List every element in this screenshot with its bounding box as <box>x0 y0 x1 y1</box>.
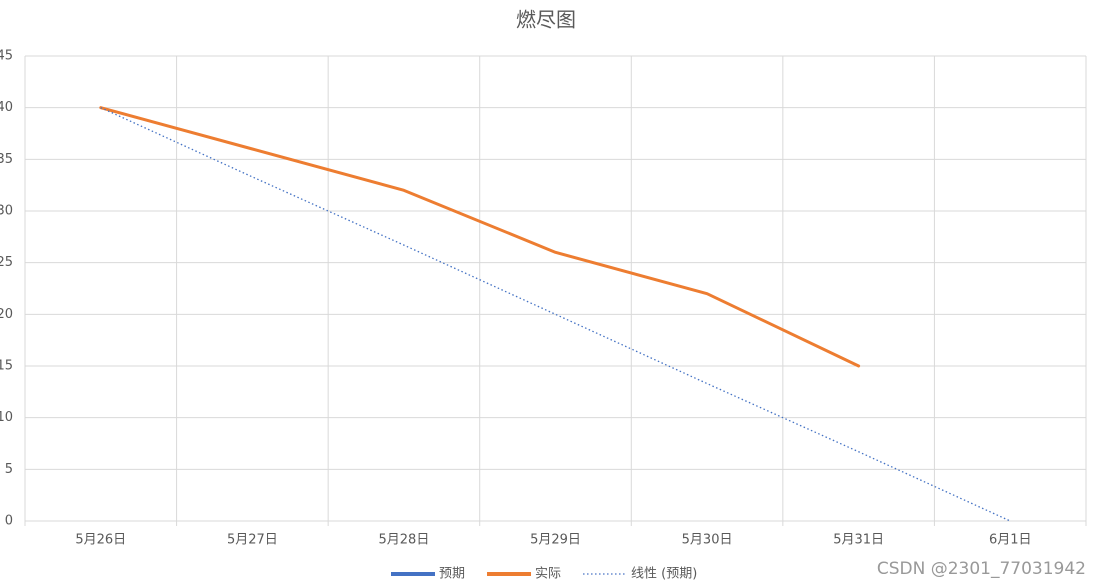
chart-title: 燃尽图 <box>516 8 576 32</box>
x-tick-label: 5月28日 <box>379 533 430 548</box>
y-tick-label: 45 <box>0 49 13 64</box>
y-tick-label: 10 <box>0 410 13 425</box>
series-line <box>100 107 1011 522</box>
y-tick-label: 40 <box>0 100 13 115</box>
x-tick-label: 5月30日 <box>682 533 733 548</box>
legend-label: 实际 <box>535 567 561 582</box>
legend-label: 预期 <box>439 567 465 582</box>
legend-label: 线性 (预期) <box>631 567 697 582</box>
y-tick-label: 15 <box>0 359 13 374</box>
x-tick-label: 6月1日 <box>989 533 1032 548</box>
x-tick-label: 5月29日 <box>530 533 581 548</box>
y-tick-label: 0 <box>5 514 13 529</box>
series-line <box>99 106 861 368</box>
x-tick-label: 5月31日 <box>833 533 884 548</box>
watermark: CSDN @2301_77031942 <box>877 559 1086 579</box>
y-tick-label: 5 <box>5 462 13 477</box>
y-tick-label: 30 <box>0 204 13 219</box>
y-tick-label: 35 <box>0 152 13 167</box>
y-tick-label: 20 <box>0 307 13 322</box>
x-tick-label: 5月27日 <box>227 533 278 548</box>
x-tick-label: 5月26日 <box>75 533 126 548</box>
y-tick-label: 25 <box>0 255 13 270</box>
